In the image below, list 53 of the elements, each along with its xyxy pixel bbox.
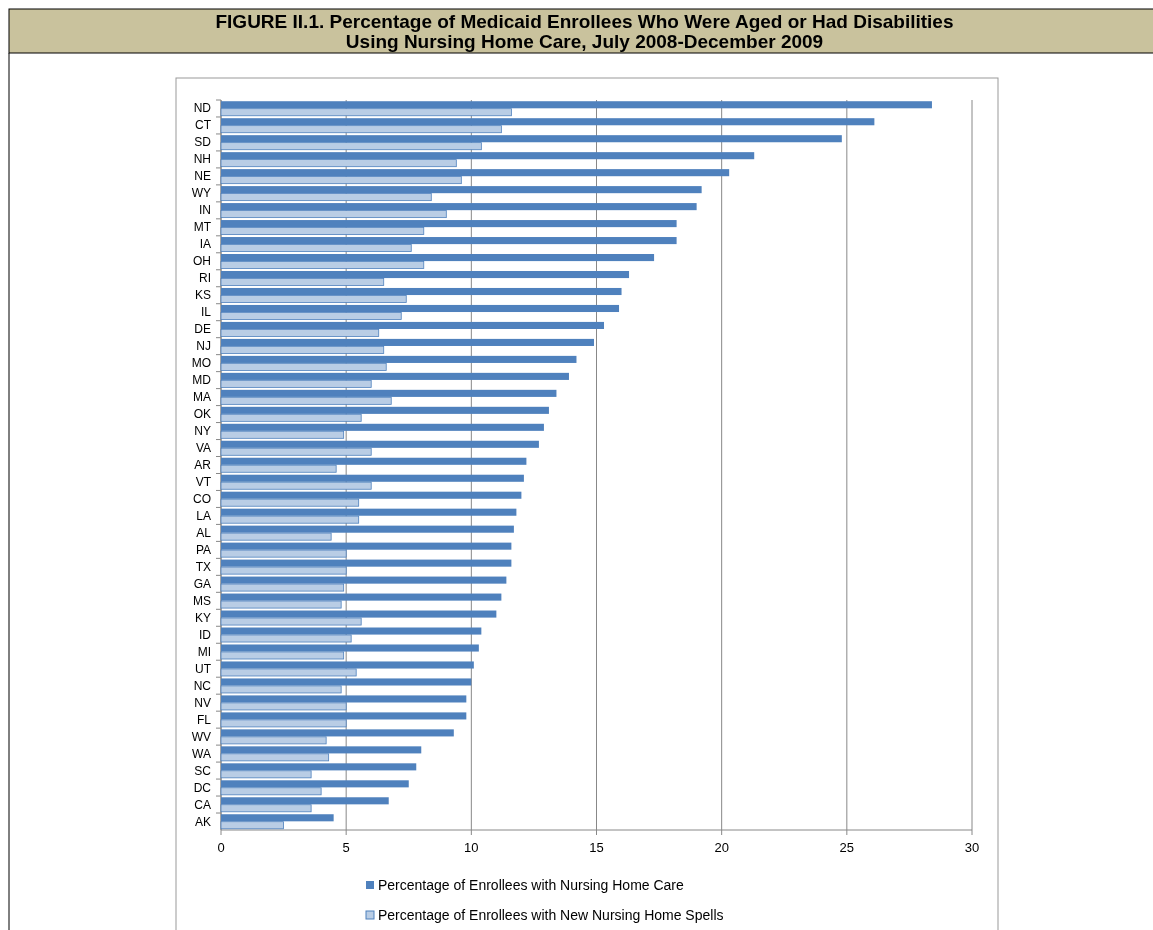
x-tick-label: 0 [217, 840, 225, 855]
y-tick-label: NJ [196, 339, 211, 354]
x-tick-label: 15 [589, 840, 604, 855]
y-tick-label: MS [193, 593, 211, 608]
y-tick-label: VT [195, 474, 212, 489]
x-tick-label: 10 [464, 840, 479, 855]
y-tick-label: FL [196, 712, 212, 727]
y-tick-label: CT [195, 118, 212, 133]
y-tick-label: WY [191, 186, 211, 201]
y-tick-label: DE [194, 322, 211, 337]
y-tick-label: SD [194, 135, 212, 150]
x-tick-label: 25 [839, 840, 855, 855]
y-tick-label: NC [193, 678, 212, 693]
y-tick-label: NH [193, 152, 211, 167]
y-tick-label: MT [193, 220, 212, 235]
x-tick-label: 20 [714, 840, 729, 855]
y-tick-label: MA [193, 390, 211, 405]
x-tick-label: 5 [342, 840, 350, 855]
y-tick-label: RI [199, 271, 211, 286]
y-tick-label: GA [193, 576, 211, 591]
y-tick-label: AL [196, 525, 212, 540]
y-tick-label: NV [194, 695, 211, 710]
y-tick-label: ND [193, 101, 212, 116]
y-tick-label: TX [195, 559, 211, 574]
y-tick-label: CA [194, 797, 211, 812]
x-tick-label: 30 [964, 840, 980, 855]
y-tick-label: KS [194, 288, 211, 303]
y-tick-label: VA [195, 441, 211, 456]
y-tick-label: CO [193, 491, 211, 506]
y-tick-label: DC [193, 780, 212, 795]
y-tick-label: MD [192, 373, 212, 388]
y-tick-label: KY [194, 610, 211, 625]
y-tick-label: WA [192, 746, 211, 761]
y-tick-label: LA [196, 508, 211, 523]
y-tick-label: AR [194, 458, 212, 472]
y-tick-label: IA [199, 237, 211, 252]
y-tick-label: WV [191, 729, 211, 744]
y-tick-label: OK [193, 407, 211, 422]
y-tick-label: PA [195, 542, 211, 557]
legend-label: Percentage of Enrollees with Nursing Home Care [378, 877, 685, 893]
y-tick-label: NY [194, 424, 211, 439]
y-tick-label: IN [199, 203, 211, 218]
y-tick-label: SC [194, 763, 212, 778]
y-tick-label: MI [197, 644, 211, 659]
y-tick-label: NE [194, 169, 211, 184]
y-tick-label: ID [199, 627, 212, 642]
y-tick-label: IL [200, 305, 212, 320]
chart-title: FIGURE II.1. Percentage of Medicaid Enrollees Who Were Aged or Had Disabilities Using Nursing Home Care, July 2008-December 2009 [215, 11, 954, 52]
y-tick-label: OH [193, 254, 211, 269]
y-tick-label: UT [195, 661, 212, 676]
legend-label: Percentage of Enrollees with New Nursing Home Spells [378, 907, 724, 923]
y-tick-label: AK [194, 814, 211, 829]
y-tick-label: MO [191, 356, 211, 371]
